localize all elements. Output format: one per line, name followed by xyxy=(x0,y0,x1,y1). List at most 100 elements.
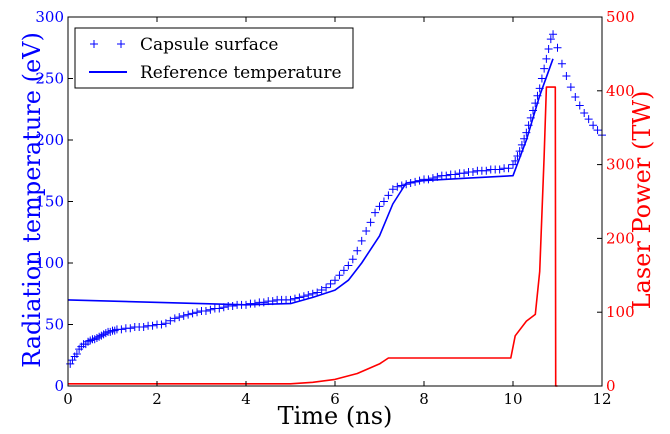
ticks: 0 2 4 6 8 10 120501001502002503000100200300400… xyxy=(35,8,634,408)
capsule-surface-point xyxy=(593,126,602,135)
capsule-surface-point xyxy=(495,165,504,174)
capsule-surface-point xyxy=(161,319,170,328)
capsule-surface-point xyxy=(175,313,184,322)
capsule-surface-point xyxy=(557,59,566,68)
capsule-surface-point xyxy=(206,305,215,314)
capsule-surface-point xyxy=(250,299,259,308)
y-right-tick-label: 400 xyxy=(606,82,635,100)
capsule-surface-point xyxy=(424,175,433,184)
plot-area xyxy=(66,30,606,387)
capsule-surface-point xyxy=(295,293,304,302)
capsule-surface-point xyxy=(379,197,388,206)
capsule-surface-point xyxy=(375,202,384,211)
y-right-tick-label: 200 xyxy=(606,229,635,247)
legend: Capsule surface Reference temperature xyxy=(74,27,354,89)
x-tick-label: 8 xyxy=(419,390,429,408)
capsule-surface-point xyxy=(371,208,380,217)
capsule-surface-point xyxy=(184,310,193,319)
capsule-surface-point xyxy=(549,30,558,39)
capsule-surface-point xyxy=(451,170,460,179)
y-right-tick-label: 500 xyxy=(606,8,635,26)
capsule-surface-point xyxy=(460,169,469,178)
capsule-surface-point xyxy=(584,115,593,124)
capsule-surface-point xyxy=(166,316,175,325)
capsule-surface-point xyxy=(117,325,126,334)
capsule-surface-point xyxy=(544,44,553,53)
legend-label-reference-temperature: Reference temperature xyxy=(140,63,342,83)
capsule-surface-point xyxy=(228,302,237,311)
capsule-surface-point xyxy=(335,271,344,280)
y-left-tick-label: 300 xyxy=(35,8,64,26)
capsule-surface-point xyxy=(157,320,166,329)
capsule-surface-point xyxy=(362,227,371,236)
capsule-surface-point xyxy=(442,171,451,180)
capsule-surface-point xyxy=(546,35,555,44)
capsule-surface-point xyxy=(326,279,335,288)
x-tick-label: 10 xyxy=(503,390,522,408)
capsule-surface-point xyxy=(290,294,299,303)
capsule-surface-point xyxy=(575,101,584,110)
y-left-tick-label: 50 xyxy=(45,316,64,334)
capsule-surface-point xyxy=(299,292,308,301)
capsule-surface-point xyxy=(566,83,575,92)
capsule-surface-point xyxy=(393,182,402,191)
y-left-tick-label: 0 xyxy=(54,377,64,395)
capsule-surface-point xyxy=(366,218,375,227)
legend-box xyxy=(74,27,354,89)
x-tick-label: 6 xyxy=(330,390,340,408)
y-right-tick-label: 100 xyxy=(606,303,635,321)
x-tick-label: 0 xyxy=(63,390,73,408)
x-axis-label: Time (ns) xyxy=(278,402,393,430)
capsule-surface-point xyxy=(537,74,546,83)
capsule-surface-point xyxy=(188,309,197,318)
capsule-surface-point xyxy=(179,311,188,320)
y-left-tick-label: 200 xyxy=(35,131,64,149)
capsule-surface-point xyxy=(304,290,313,299)
capsule-surface-point xyxy=(388,185,397,194)
capsule-surface-point xyxy=(322,283,331,292)
x-tick-label: 2 xyxy=(152,390,162,408)
capsule-surface-point xyxy=(357,236,366,245)
capsule-surface-point xyxy=(215,304,224,313)
capsule-surface-point xyxy=(139,322,148,331)
capsule-surface-point xyxy=(571,92,580,101)
y-left-tick-label: 100 xyxy=(35,254,64,272)
capsule-surface-point xyxy=(384,191,393,200)
capsule-surface-point xyxy=(580,108,589,117)
capsule-surface-point xyxy=(286,295,295,304)
y-right-tick-label: 0 xyxy=(606,377,616,395)
capsule-surface-point xyxy=(344,261,353,270)
capsule-surface-point xyxy=(504,164,513,173)
capsule-surface-point xyxy=(589,121,598,130)
capsule-surface-point xyxy=(317,286,326,295)
capsule-surface-point xyxy=(339,266,348,275)
y-left-tick-label: 250 xyxy=(35,70,64,88)
y-left-tick-label: 150 xyxy=(35,193,64,211)
y-right-tick-label: 300 xyxy=(606,156,635,174)
capsule-surface-point xyxy=(562,72,571,81)
x-tick-label: 12 xyxy=(592,390,611,408)
y-axis-label-left: Radiation temperature (eV) xyxy=(18,32,46,368)
capsule-surface-point xyxy=(353,246,362,255)
capsule-surface-point xyxy=(193,308,202,317)
capsule-surface-point xyxy=(170,314,179,323)
x-tick-label: 4 xyxy=(241,390,251,408)
capsule-surface-point xyxy=(148,321,157,330)
capsule-surface-point xyxy=(331,276,339,285)
capsule-surface-point xyxy=(468,167,477,176)
series-laser-power-line xyxy=(68,86,558,387)
capsule-surface-point xyxy=(540,64,549,73)
capsule-surface-point xyxy=(482,166,491,175)
capsule-surface-point xyxy=(553,43,562,52)
series-capsule-surface-markers xyxy=(66,30,606,368)
legend-label-capsule-surface: Capsule surface xyxy=(140,35,278,55)
capsule-surface-point xyxy=(542,54,551,63)
capsule-surface-point xyxy=(348,255,357,264)
capsule-surface-point xyxy=(126,324,135,333)
capsule-surface-point xyxy=(201,306,210,315)
series-reference-temperature-line xyxy=(67,58,554,306)
y-axis-label-right: Laser Power (TW) xyxy=(628,91,656,310)
capsule-surface-point xyxy=(308,289,317,298)
capsule-surface-point xyxy=(72,350,81,359)
